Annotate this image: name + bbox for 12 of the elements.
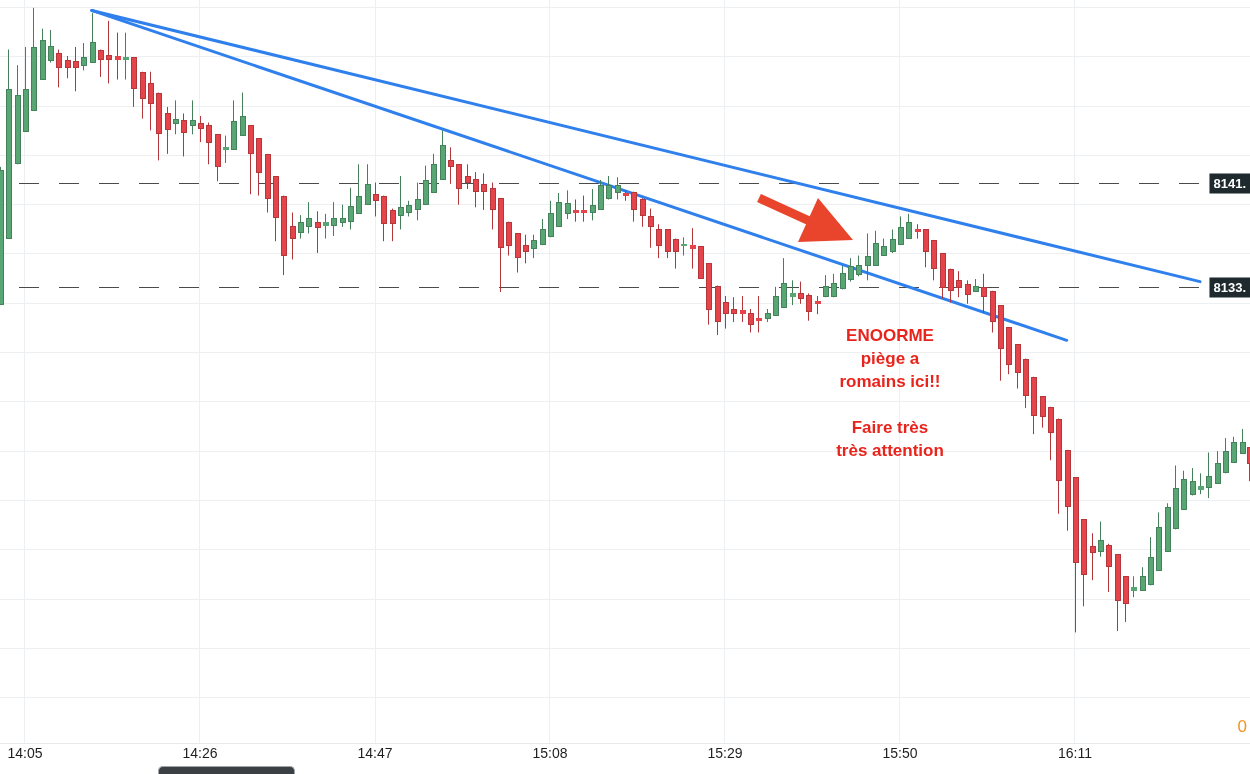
x-tick-label: 14:05 [7, 745, 43, 762]
x-tick-label: 16:11 [1058, 745, 1093, 762]
annotation: Faire très très attention [836, 417, 944, 460]
x-tick-label: 15:50 [882, 745, 918, 762]
x-tick-label: 15:29 [707, 745, 743, 762]
x-tick-label: 15:08 [532, 745, 568, 762]
x-tick-label: 14:26 [182, 745, 218, 762]
ref-line-label: 8141. [1213, 175, 1247, 191]
annotation: 0 [1237, 716, 1247, 736]
ref-line-label: 8133. [1213, 279, 1247, 295]
annotation: ENOORME piège a romains ici!! [839, 325, 941, 391]
x-tick-label: 14:47 [357, 745, 393, 762]
